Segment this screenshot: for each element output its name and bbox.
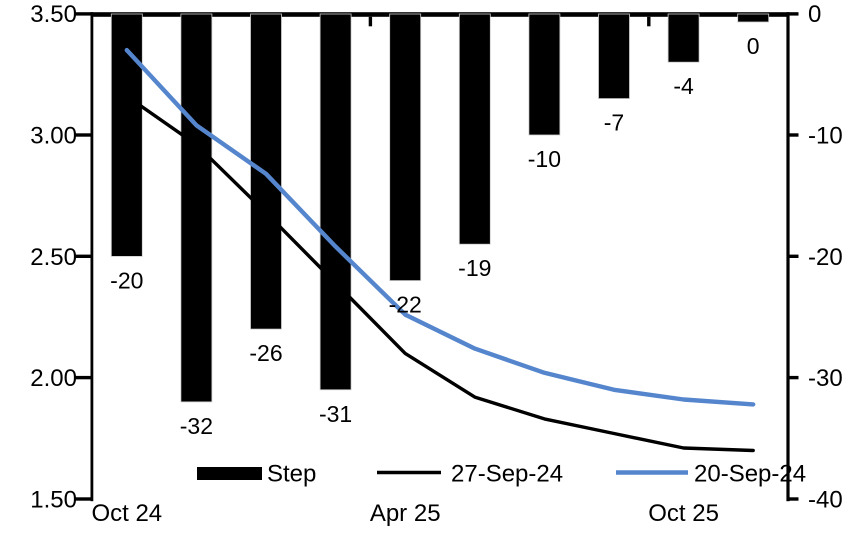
legend-label-20-sep-24: 20-Sep-24	[694, 461, 806, 488]
right-axis-tick-label: -10	[808, 123, 843, 150]
legend-swatch-step	[197, 467, 262, 480]
left-tick	[75, 254, 91, 258]
bar-value-label: -10	[528, 146, 561, 172]
left-axis-labels: 3.50 3.00 2.50 2.00 1.50	[30, 1, 77, 513]
left-axis-tick-label: 1.50	[30, 487, 77, 514]
right-axis-line	[786, 12, 790, 502]
left-axis-tick-label: 3.00	[30, 123, 77, 150]
right-tick	[789, 133, 799, 137]
step-bar	[319, 13, 352, 391]
x-axis-label-oct24: Oct 24	[91, 500, 162, 527]
step-bar	[737, 13, 770, 23]
step-bar	[458, 13, 491, 245]
left-axis-tick-label: 3.50	[30, 1, 77, 28]
left-axis-tick-label: 2.00	[30, 365, 77, 392]
step-bars	[110, 13, 770, 403]
bar-value-label: -19	[458, 255, 491, 281]
bar-value-label: -22	[389, 292, 422, 318]
right-tick	[789, 375, 799, 380]
legend-label-27-sep-24: 27-Sep-24	[451, 461, 563, 488]
right-axis-tick-label: -30	[808, 365, 843, 392]
rate-path-lines	[124, 47, 756, 453]
legend-label-step: Step	[267, 461, 316, 488]
step-bar	[389, 13, 422, 282]
bar-value-label: -31	[319, 401, 352, 427]
x-axis-label-apr25: Apr 25	[370, 500, 441, 527]
left-axis-tick-label: 2.50	[30, 244, 77, 271]
bar-value-label: -32	[180, 413, 213, 439]
bar-value-label: 0	[747, 33, 760, 59]
line-20-sep-24	[124, 47, 756, 407]
left-tick	[75, 12, 91, 16]
bar-value-label: -4	[673, 73, 694, 99]
top-category-tick	[647, 16, 651, 27]
right-axis-tick-label: -20	[808, 244, 843, 271]
right-axis-tick-label: -40	[808, 487, 843, 514]
right-tick	[789, 12, 799, 16]
right-axis-tick-label: 0	[808, 1, 821, 28]
legend: Step 27-Sep-24 20-Sep-24	[197, 461, 806, 488]
left-axis-line	[90, 12, 94, 502]
x-axis-label-oct25: Oct 25	[648, 500, 719, 527]
right-tick	[789, 497, 799, 501]
bar-value-labels: -20 -32 -26 -31 -22 -19 -10 -7 -4 0	[110, 33, 759, 439]
top-category-tick	[368, 16, 373, 27]
x-axis-labels: Oct 24 Apr 25 Oct 25	[91, 500, 719, 527]
right-tick	[789, 254, 799, 258]
bar-value-label: -26	[249, 340, 282, 366]
left-tick	[75, 375, 91, 380]
left-tick	[75, 133, 91, 137]
step-bar	[598, 13, 630, 99]
step-bar	[667, 13, 700, 63]
step-bar	[180, 13, 213, 403]
step-bar	[528, 13, 561, 136]
right-axis-labels: 0 -10 -20 -30 -40	[808, 1, 843, 513]
left-tick	[75, 497, 91, 501]
bar-value-label: -7	[604, 110, 624, 136]
bar-value-label: -20	[110, 267, 143, 293]
zero-line	[90, 12, 790, 17]
line-27-sep-24	[125, 94, 755, 453]
step-bar	[110, 13, 143, 257]
axes	[75, 12, 799, 502]
